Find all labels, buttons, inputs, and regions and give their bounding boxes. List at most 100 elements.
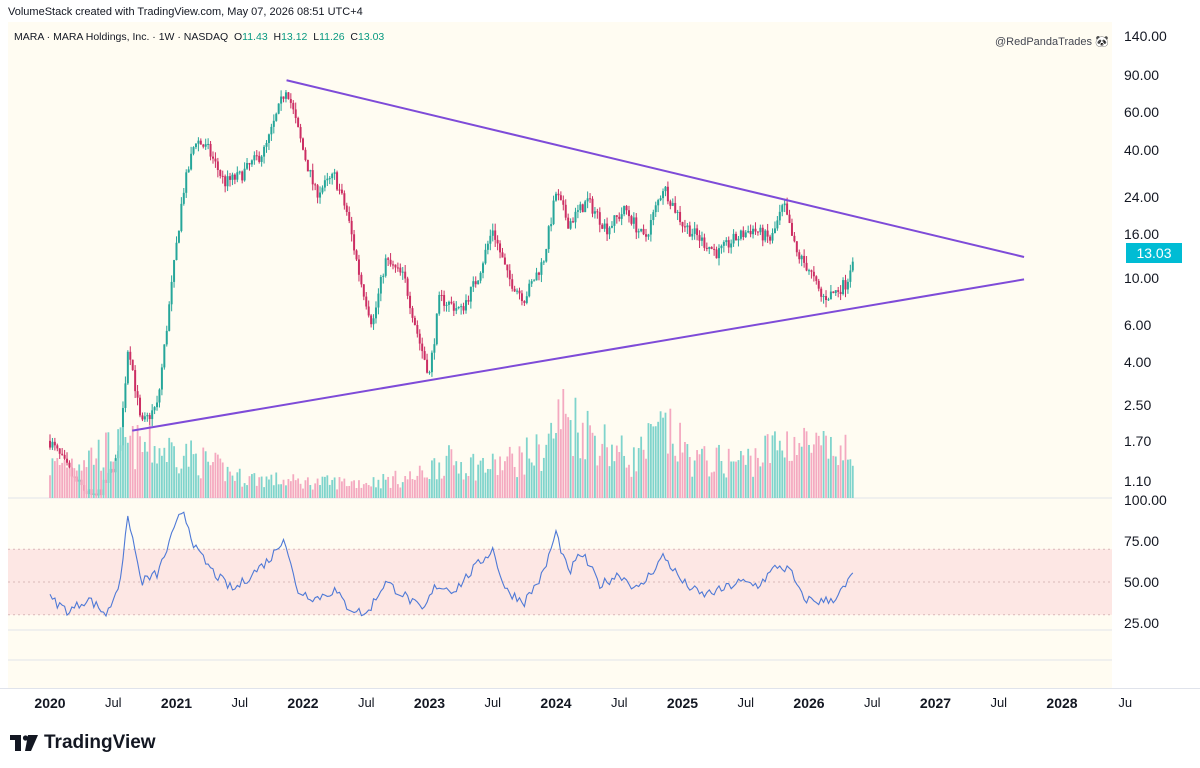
candle-body xyxy=(360,274,363,285)
time-tick: Jul xyxy=(610,695,628,710)
volume-bar xyxy=(611,444,613,498)
candle-body xyxy=(569,221,572,229)
volume-bar xyxy=(808,444,810,498)
tradingview-logo[interactable]: TradingView xyxy=(10,732,156,754)
volume-bar xyxy=(759,466,762,498)
candle-body xyxy=(447,301,450,305)
volume-bar xyxy=(518,446,521,498)
time-tick: Jul xyxy=(231,695,249,710)
candle-body xyxy=(691,233,694,237)
volume-bar xyxy=(251,474,253,498)
candle-body xyxy=(630,216,633,224)
volume-bar xyxy=(134,469,137,498)
candle-body xyxy=(781,205,784,212)
time-tick: Jul xyxy=(484,695,502,710)
volume-bar xyxy=(285,485,287,498)
volume-bar xyxy=(178,473,180,498)
volume-bar xyxy=(628,464,630,498)
volume-bar xyxy=(379,488,382,498)
candle-body xyxy=(686,225,689,228)
candle-body xyxy=(56,445,59,449)
candle-body xyxy=(263,146,266,157)
candle-body xyxy=(710,246,713,249)
candle-body xyxy=(124,383,127,408)
volume-bar xyxy=(788,460,791,498)
volume-bar xyxy=(822,430,825,498)
volume-bar xyxy=(696,450,698,498)
candle-body xyxy=(766,230,769,237)
time-tick: 2027 xyxy=(919,695,952,711)
candle-body xyxy=(236,172,239,180)
volume-bar xyxy=(450,449,453,498)
volume-bar xyxy=(219,458,222,498)
candle-body xyxy=(739,230,742,239)
candle-body xyxy=(53,441,56,446)
candle-body xyxy=(216,161,219,171)
volume-bar xyxy=(820,445,823,498)
volume-bar xyxy=(659,411,662,498)
author-watermark: @RedPandaTrades 🐼 xyxy=(995,36,1109,48)
candle-body xyxy=(518,290,521,294)
volume-bar xyxy=(418,465,421,498)
volume-bar xyxy=(494,459,497,498)
candle-body xyxy=(399,267,402,273)
volume-bar xyxy=(243,483,246,498)
volume-bar xyxy=(367,485,370,498)
candle-body xyxy=(657,200,660,206)
rsi-tick: 50.00 xyxy=(1124,574,1160,590)
volume-bar xyxy=(362,484,365,498)
candle-body xyxy=(345,205,348,212)
volume-bar xyxy=(693,460,696,498)
volume-bar xyxy=(635,471,638,498)
volume-bar xyxy=(221,462,224,498)
candle-body xyxy=(126,351,129,384)
candle-body xyxy=(182,192,185,204)
volume-bar xyxy=(513,466,516,498)
candle-body xyxy=(211,156,214,159)
volume-bar xyxy=(479,460,482,498)
price-axis[interactable] xyxy=(1112,22,1200,688)
volume-bar xyxy=(533,465,536,498)
volume-bar xyxy=(550,422,553,498)
candle-body xyxy=(808,270,810,272)
candle-body xyxy=(433,344,436,353)
candle-body xyxy=(708,246,711,249)
volume-bar xyxy=(190,440,192,498)
volume-bar xyxy=(68,468,71,498)
time-axis[interactable] xyxy=(0,688,1200,715)
volume-bar xyxy=(764,435,767,498)
volume-bar xyxy=(771,435,774,498)
candle-body xyxy=(462,306,465,311)
volume-bar xyxy=(384,479,387,498)
candle-body xyxy=(177,230,180,243)
candle-body xyxy=(547,226,550,250)
candle-body xyxy=(474,281,477,285)
rsi-tick: 25.00 xyxy=(1124,615,1160,631)
volume-bar xyxy=(321,476,324,498)
volume-bar xyxy=(640,436,643,498)
volume-bar xyxy=(457,473,460,498)
volume-bar xyxy=(331,479,334,498)
candle-body xyxy=(732,233,735,244)
volume-bar xyxy=(302,488,304,498)
volume-bar xyxy=(49,475,51,498)
candle-body xyxy=(698,235,701,241)
volume-bar xyxy=(192,454,195,498)
volume-bar xyxy=(195,453,197,498)
candle-body xyxy=(323,180,326,188)
candle-body xyxy=(662,191,665,199)
candle-body xyxy=(350,220,353,235)
volume-bar xyxy=(705,460,708,498)
volume-bar xyxy=(681,452,684,498)
volume-bar xyxy=(834,456,837,498)
candle-body xyxy=(764,230,767,241)
volume-bar xyxy=(63,460,66,498)
volume-bar xyxy=(652,426,655,498)
volume-bar xyxy=(275,472,278,498)
candle-body xyxy=(238,171,241,173)
volume-bar xyxy=(80,470,83,498)
candle-body xyxy=(253,155,256,161)
candle-body xyxy=(696,228,699,236)
volume-bar xyxy=(686,444,689,498)
